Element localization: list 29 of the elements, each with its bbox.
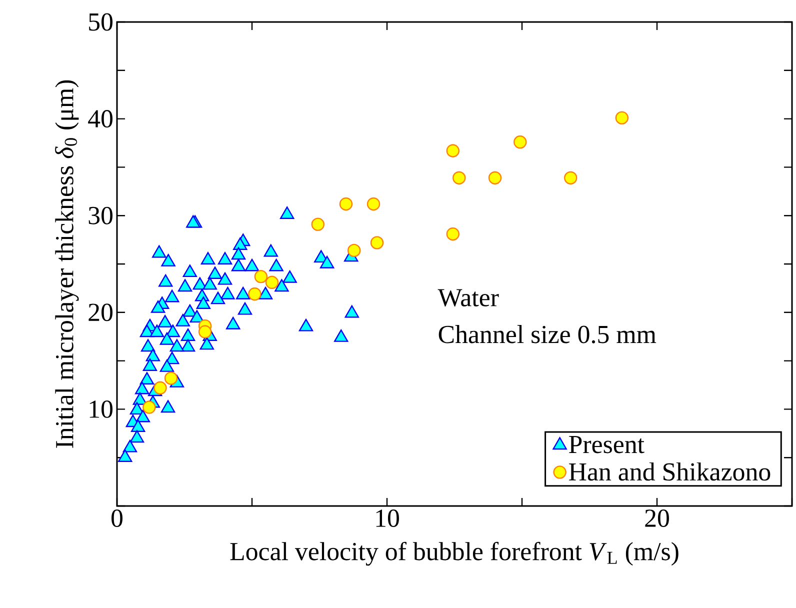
- y-axis-title: Initial microlayer thickness δ$_{0}$ (μm): [55, 80, 79, 448]
- y-tick-label: 10: [90, 400, 112, 418]
- point: [366, 197, 380, 211]
- point: [248, 287, 262, 301]
- point: [488, 171, 502, 184]
- legend-label: Present: [569, 436, 644, 454]
- x-tick-label: 0: [112, 510, 122, 527]
- point: [446, 227, 460, 241]
- point: [142, 400, 156, 414]
- x-tick-label: 20: [645, 510, 669, 527]
- y-tick-label: 50: [89, 13, 112, 31]
- point: [446, 144, 460, 158]
- annotation: Channel size 0.5 mm: [438, 325, 656, 344]
- annotation: Water: [438, 289, 499, 307]
- point: [452, 171, 466, 184]
- point: [564, 171, 578, 184]
- legend-label: Han and Shikazono: [569, 462, 770, 481]
- y-tick-label: 40: [88, 110, 112, 128]
- x-tick-label: 10: [376, 510, 399, 527]
- point: [370, 236, 384, 250]
- point: [339, 197, 353, 211]
- y-tick-label: 30: [88, 206, 112, 224]
- x-axis-title: Local velocity of bubble forefront V$_{L}$ (m/s): [230, 542, 678, 566]
- y-tick-label: 20: [88, 304, 112, 322]
- point: [254, 270, 268, 284]
- point: [311, 218, 324, 231]
- point: [265, 276, 279, 289]
- point: [514, 135, 527, 149]
- point: [615, 111, 629, 124]
